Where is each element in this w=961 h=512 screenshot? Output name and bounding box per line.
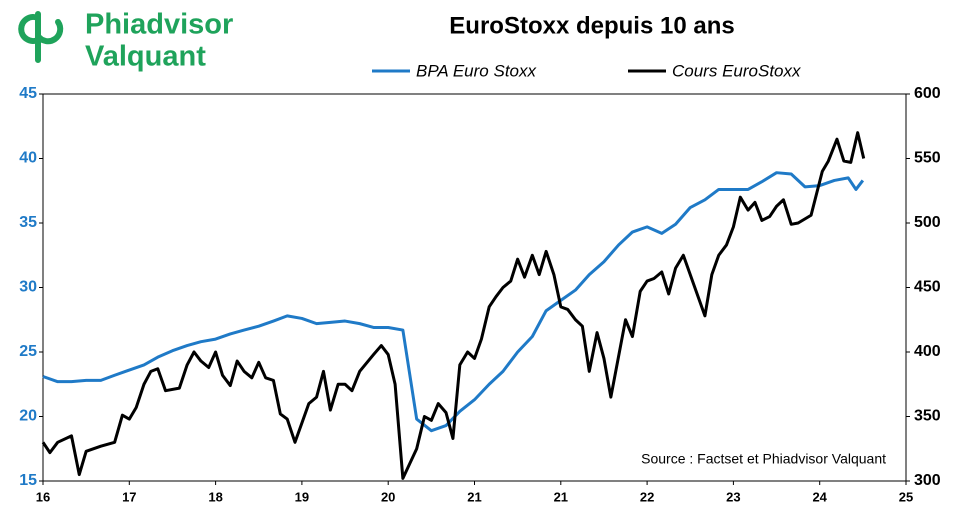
- x-tick-label: 23: [726, 489, 740, 504]
- y2-tick-label: 600: [914, 85, 941, 102]
- x-tick-label: 19: [295, 489, 309, 504]
- x-tick-label: 18: [208, 489, 222, 504]
- y-tick-label: 20: [19, 408, 37, 425]
- x-tick-label: 24: [812, 489, 827, 504]
- y-tick-label: 15: [19, 472, 37, 489]
- logo-text: Valquant: [85, 41, 206, 73]
- series-line: [41, 131, 866, 480]
- y-tick-label: 30: [19, 279, 37, 296]
- x-tick-label: 17: [122, 489, 136, 504]
- y2-tick-label: 400: [914, 343, 941, 360]
- chart-title: EuroStoxx depuis 10 ans: [449, 12, 734, 39]
- x-tick-label: 21: [554, 489, 568, 504]
- plot-frame: [42, 93, 907, 482]
- y2-tick-label: 350: [914, 408, 941, 425]
- logo-text: Phiadvisor: [85, 9, 233, 41]
- y2-tick-label: 550: [914, 150, 941, 167]
- annotation: Source : Factset et Phiadvisor Valquant: [641, 451, 886, 467]
- y2-tick-label: 300: [914, 472, 941, 489]
- logo: Phiadvisor Valquant: [18, 9, 233, 73]
- y-tick-label: 35: [19, 214, 37, 231]
- x-tick-label: 25: [899, 489, 913, 504]
- x-tick-label: 16: [36, 489, 50, 504]
- y-tick-label: 25: [19, 343, 37, 360]
- x-tick-label: 20: [381, 489, 395, 504]
- series-line: [42, 171, 865, 433]
- y-tick-label: 40: [19, 150, 37, 167]
- logo-icon: [35, 19, 64, 45]
- y2-tick-label: 450: [914, 279, 941, 296]
- x-tick-label: 21: [467, 489, 481, 504]
- legend-label: BPA Euro Stoxx: [416, 61, 536, 80]
- y-tick-label: 45: [19, 85, 37, 102]
- x-tick-label: 22: [640, 489, 654, 504]
- legend-label: Cours EuroStoxx: [672, 61, 801, 80]
- y2-tick-label: 500: [914, 214, 941, 231]
